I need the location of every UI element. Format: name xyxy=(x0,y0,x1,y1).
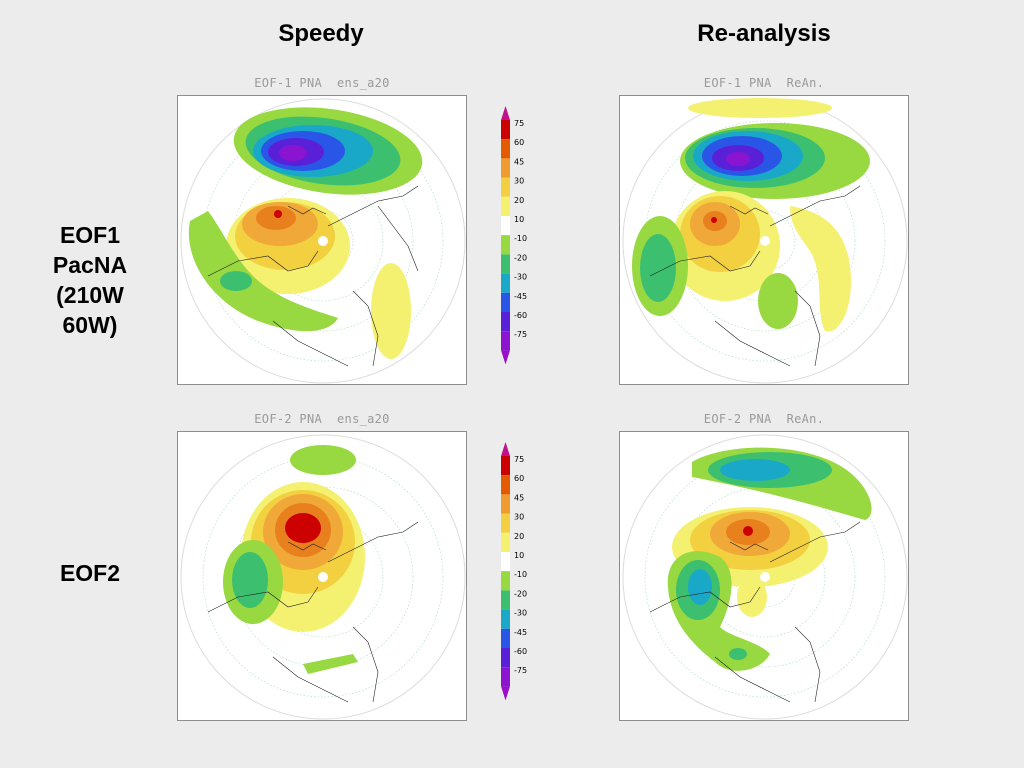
map-eof2-reanalysis xyxy=(619,431,909,721)
colorbar-label: -60 xyxy=(514,647,527,656)
anomaly-positive-north-america xyxy=(670,191,780,301)
anomaly-negative-top xyxy=(290,445,356,475)
colorbar-swatch xyxy=(501,628,510,648)
map-title-eof1-speedy: EOF-1 PNA ens_a20 xyxy=(254,76,390,90)
anomaly-positive-east xyxy=(790,206,851,332)
colorbar-top-arrow xyxy=(501,442,510,456)
colorbar-label: 20 xyxy=(514,532,524,541)
coastlines xyxy=(207,185,419,367)
map-eof2-speedy xyxy=(177,431,467,721)
colorbar-swatch xyxy=(501,590,510,610)
column-title-speedy: Speedy xyxy=(278,20,364,47)
anomaly-positive-north-america xyxy=(226,198,350,294)
row-label-eof2: EOF2 xyxy=(30,558,150,588)
anomaly-positive-top xyxy=(688,98,832,118)
colorbar-label: -45 xyxy=(514,292,527,301)
row-label-eof1: EOF1 PacNA (210W 60W) xyxy=(30,220,150,340)
anomaly-positive-center xyxy=(241,482,365,632)
colorbar-label: 60 xyxy=(514,138,524,147)
row-label-eof2-line1: EOF2 xyxy=(59,560,121,586)
colorbar-label: 10 xyxy=(514,551,524,560)
anomaly-negative-top xyxy=(692,447,872,520)
colorbar-label: 30 xyxy=(514,513,524,522)
colorbar-label: -20 xyxy=(514,253,527,262)
anomaly-negative-atlantic xyxy=(188,211,338,332)
colorbar-label: 60 xyxy=(514,474,524,483)
colorbar-swatch xyxy=(501,292,510,312)
colorbar-swatch xyxy=(501,456,510,476)
map-eof1-reanalysis xyxy=(619,95,909,385)
row-label-eof1-line2: PacNA xyxy=(52,252,128,278)
colorbar-swatch xyxy=(501,331,510,351)
colorbar-label: -60 xyxy=(514,311,527,320)
colorbar-swatch xyxy=(501,158,510,178)
colorbar-swatch xyxy=(501,475,510,495)
colorbar-swatch xyxy=(501,177,510,197)
map-eof1-speedy xyxy=(177,95,467,385)
colorbar-label: 75 xyxy=(514,119,524,128)
row-label-eof1-line4: 60W) xyxy=(62,312,118,338)
colorbar-swatch xyxy=(501,667,510,687)
colorbar-eof2: 75 60 45 30 20 10 -10 -20 -30 -45 -60 -75 xyxy=(501,442,527,701)
colorbar-swatch xyxy=(501,120,510,140)
colorbar-swatch xyxy=(501,139,510,159)
colorbar-eof1: 75 60 45 30 20 10 -10 -20 -30 -45 -60 -75 xyxy=(501,106,527,365)
colorbar-swatch xyxy=(501,273,510,293)
colorbar-swatch xyxy=(501,312,510,332)
anomaly-negative-west xyxy=(223,540,283,624)
column-title-reanalysis: Re-analysis xyxy=(697,20,831,47)
colorbar-label: 45 xyxy=(514,157,524,166)
anomaly-negative-pacific xyxy=(680,123,870,199)
colorbar-swatch xyxy=(501,648,510,668)
colorbar-swatch xyxy=(501,494,510,514)
anomaly-positive-east xyxy=(737,577,767,617)
colorbar-top-arrow xyxy=(501,106,510,120)
colorbar-label: 10 xyxy=(514,215,524,224)
colorbar-swatch xyxy=(501,235,510,255)
anomaly-negative-atlantic xyxy=(632,216,798,329)
map-title-eof1-reanalysis: EOF-1 PNA ReAn. xyxy=(703,76,825,90)
colorbar-label: -30 xyxy=(514,273,527,282)
row-label-eof1-line1: EOF1 xyxy=(59,222,121,248)
colorbar-bottom-arrow xyxy=(501,686,510,701)
colorbar-swatch xyxy=(501,609,510,629)
colorbar-swatch xyxy=(501,552,510,572)
colorbar-label: 20 xyxy=(514,196,524,205)
map-title-eof2-reanalysis: EOF-2 PNA ReAn. xyxy=(703,412,825,426)
colorbar-label: -20 xyxy=(514,589,527,598)
colorbar-bottom-arrow xyxy=(501,350,510,365)
anomaly-negative-pacific xyxy=(233,107,423,195)
anomaly-negative-west xyxy=(667,551,770,671)
colorbar-swatch xyxy=(501,254,510,274)
colorbar-swatch xyxy=(501,216,510,236)
colorbar-label: -45 xyxy=(514,628,527,637)
colorbar-label: -75 xyxy=(514,666,527,675)
colorbar-label: -75 xyxy=(514,330,527,339)
colorbar-label: -30 xyxy=(514,609,527,618)
anomaly-positive-east xyxy=(371,263,411,359)
colorbar-swatch xyxy=(501,513,510,533)
colorbar-label: -10 xyxy=(514,234,527,243)
map-title-eof2-speedy: EOF-2 PNA ens_a20 xyxy=(254,412,390,426)
colorbar-label: 75 xyxy=(514,455,524,464)
colorbar-swatch xyxy=(501,196,510,216)
colorbar-label: -10 xyxy=(514,570,527,579)
anomaly-negative-bottom xyxy=(303,654,358,674)
row-label-eof1-line3: (210W xyxy=(56,282,124,308)
colorbar-swatch xyxy=(501,532,510,552)
colorbar-label: 30 xyxy=(514,177,524,186)
colorbar-label: 45 xyxy=(514,493,524,502)
colorbar-swatch xyxy=(501,571,510,591)
